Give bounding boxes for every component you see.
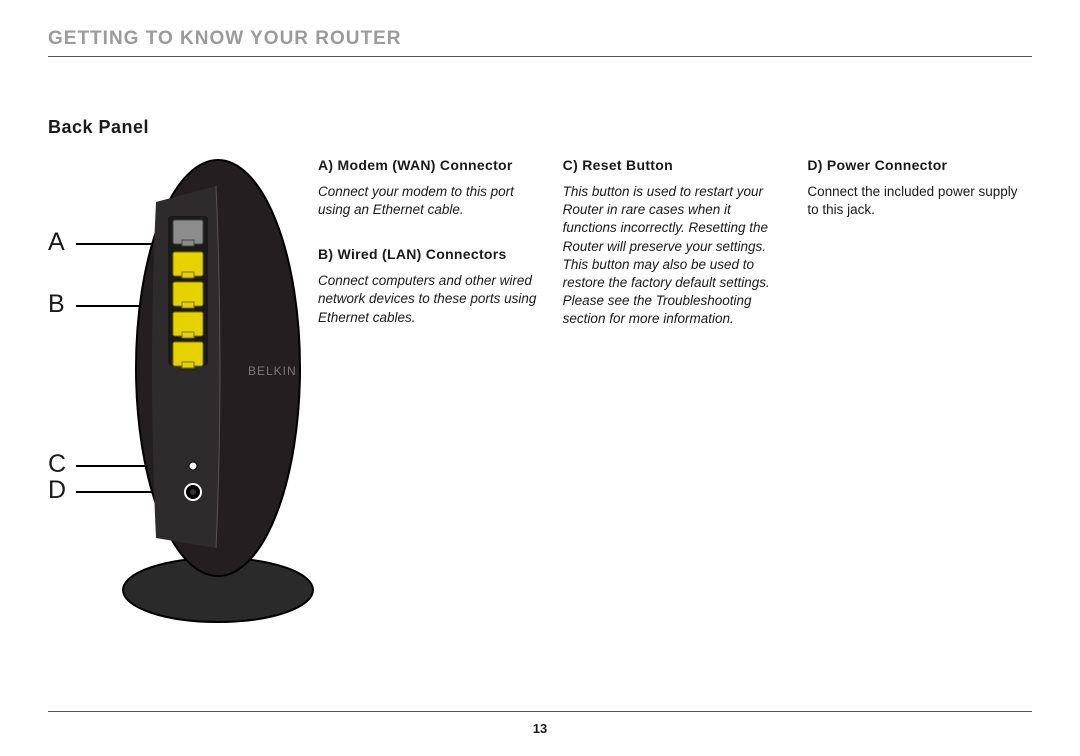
description-columns: A) Modem (WAN) Connector Connect your mo… [318,150,1032,670]
footer-rule [48,711,1032,712]
item-a-heading: A) Modem (WAN) Connector [318,156,543,175]
section-title: Back Panel [48,117,1032,138]
item-c-heading: C) Reset Button [563,156,788,175]
column-1: A) Modem (WAN) Connector Connect your mo… [318,150,543,670]
item-b-heading: B) Wired (LAN) Connectors [318,245,543,264]
item-c-body: This button is used to restart your Rout… [563,183,788,329]
item-d-body: Connect the included power supply to thi… [807,183,1032,219]
item-b-body: Connect computers and other wired networ… [318,272,543,327]
column-3: D) Power Connector Connect the included … [807,150,1032,670]
svg-text:BELKIN: BELKIN [248,364,297,378]
content-row: A B C D BELKIN [48,150,1032,670]
item-a-body: Connect your modem to this port using an… [318,183,543,219]
router-illustration: A B C D BELKIN [48,150,318,670]
router-svg: BELKIN [48,150,318,650]
header-rule [48,56,1032,57]
page-header-title: GETTING TO KNOW YOUR ROUTER [48,28,1032,50]
page-number: 13 [0,721,1080,736]
column-2: C) Reset Button This button is used to r… [563,150,788,670]
item-d-heading: D) Power Connector [807,156,1032,175]
